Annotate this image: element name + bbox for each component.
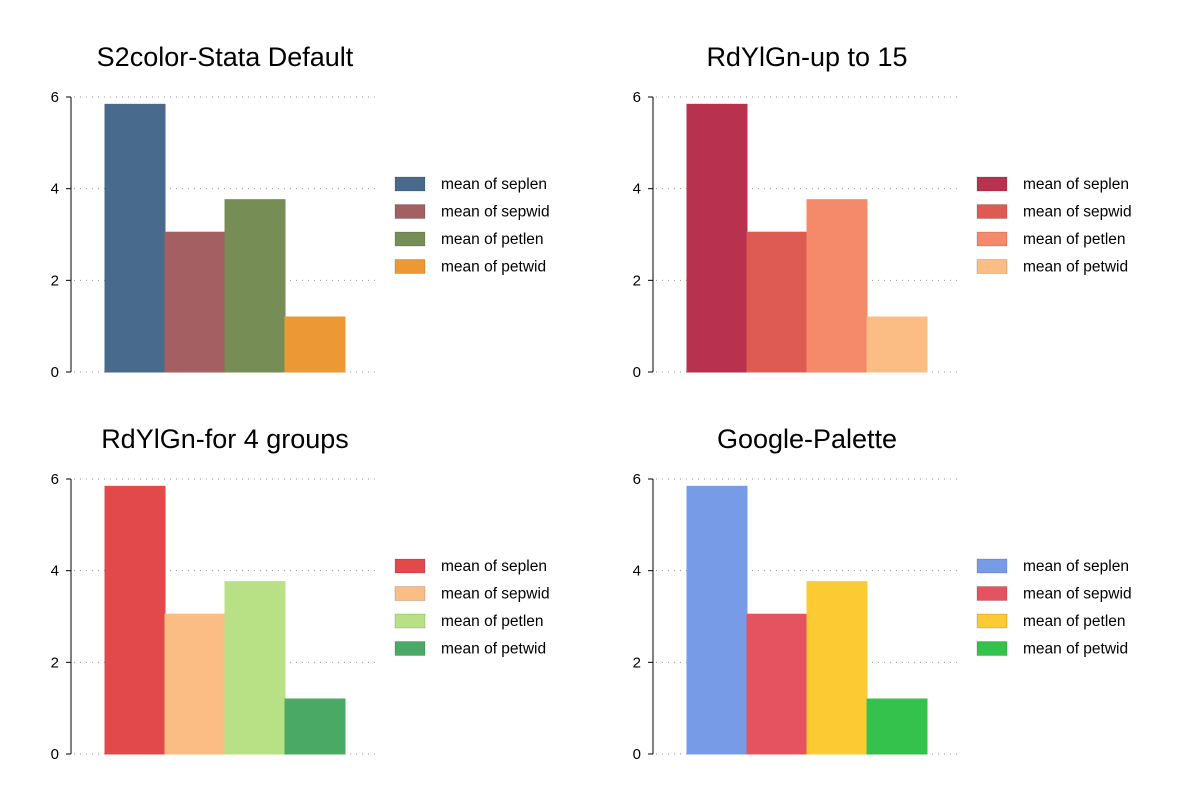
y-tick-label: 2 xyxy=(51,654,59,671)
legend-label: mean of sepwid xyxy=(441,586,550,603)
legend-item: mean of sepwid xyxy=(976,204,1132,221)
legend-label: mean of seplen xyxy=(1023,558,1129,575)
y-tick-label: 0 xyxy=(633,746,641,763)
legend-item: mean of seplen xyxy=(976,176,1129,193)
bar-mean-of-sepwid xyxy=(164,613,226,755)
legend-swatch xyxy=(394,613,426,629)
bar-mean-of-petwid xyxy=(284,316,346,373)
legend-label: mean of sepwid xyxy=(1023,586,1132,603)
bar-mean-of-petwid xyxy=(866,316,928,373)
legend-item: mean of petlen xyxy=(394,231,544,248)
bar-mean-of-petlen xyxy=(806,199,868,373)
bar-mean-of-seplen xyxy=(104,485,166,755)
y-tick-label: 0 xyxy=(633,364,641,381)
legend-swatch xyxy=(976,586,1008,601)
legend-item: mean of sepwid xyxy=(976,586,1132,603)
legend-item: mean of petlen xyxy=(976,231,1126,248)
bar-mean-of-sepwid xyxy=(746,231,808,373)
legend-swatch xyxy=(394,641,426,656)
y-tick-label: 2 xyxy=(633,272,641,289)
chart-panel-3: RdYlGn-for 4 groups 0 2 4 6 mean of seplen mea… xyxy=(51,424,550,763)
legend-label: mean of petwid xyxy=(441,641,546,658)
y-tick-label: 4 xyxy=(51,563,59,580)
bar-mean-of-seplen xyxy=(686,103,748,373)
bar-mean-of-petwid xyxy=(284,698,346,755)
chart-title: RdYlGn-up to 15 xyxy=(706,42,907,72)
y-tick-label: 6 xyxy=(633,89,641,106)
legend-label: mean of petlen xyxy=(1023,231,1126,248)
legend-swatch xyxy=(394,176,426,192)
y-tick-label: 4 xyxy=(51,181,59,198)
legend-label: mean of petwid xyxy=(441,259,546,276)
chart-title: RdYlGn-for 4 groups xyxy=(101,424,349,454)
chart-panel-4: Google-Palette 0 2 4 6 mean of seplen mean of … xyxy=(633,424,1132,763)
y-tick-label: 0 xyxy=(51,364,59,381)
chart-panel-1: S2color-Stata Default 0 2 4 6 mean of seplen m… xyxy=(51,42,550,381)
legend-item: mean of sepwid xyxy=(394,204,550,221)
legend-label: mean of sepwid xyxy=(441,204,550,221)
legend-swatch xyxy=(394,586,426,601)
legend-item: mean of petlen xyxy=(976,613,1126,630)
y-tick-label: 2 xyxy=(51,272,59,289)
legend-item: mean of petwid xyxy=(394,641,546,658)
legend-swatch xyxy=(394,231,426,247)
bar-mean-of-sepwid xyxy=(164,231,226,373)
y-tick-label: 4 xyxy=(633,563,641,580)
legend-swatch xyxy=(976,204,1008,219)
legend-swatch xyxy=(976,231,1008,247)
legend-swatch xyxy=(976,558,1008,574)
legend-item: mean of petwid xyxy=(394,259,546,276)
chart-title: Google-Palette xyxy=(717,424,897,454)
legend-item: mean of petwid xyxy=(976,641,1128,658)
legend-swatch xyxy=(976,259,1008,274)
legend-item: mean of seplen xyxy=(394,176,547,193)
legend-swatch xyxy=(976,613,1008,629)
legend-label: mean of petlen xyxy=(441,613,544,630)
bar-mean-of-petwid xyxy=(866,698,928,755)
y-tick-label: 2 xyxy=(633,654,641,671)
bar-mean-of-seplen xyxy=(104,103,166,373)
y-tick-label: 6 xyxy=(51,89,59,106)
legend-label: mean of petlen xyxy=(441,231,544,248)
bar-mean-of-seplen xyxy=(686,485,748,755)
y-tick-label: 6 xyxy=(51,471,59,488)
legend-item: mean of petlen xyxy=(394,613,544,630)
bar-mean-of-petlen xyxy=(224,581,286,755)
legend-item: mean of petwid xyxy=(976,259,1128,276)
legend-label: mean of seplen xyxy=(441,176,547,193)
chart-panel-2: RdYlGn-up to 15 0 2 4 6 mean of seplen mean of… xyxy=(633,42,1132,381)
y-tick-label: 4 xyxy=(633,181,641,198)
legend-swatch xyxy=(976,176,1008,192)
bar-mean-of-petlen xyxy=(806,581,868,755)
legend-label: mean of sepwid xyxy=(1023,204,1132,221)
legend-label: mean of seplen xyxy=(1023,176,1129,193)
legend-item: mean of seplen xyxy=(976,558,1129,575)
legend-swatch xyxy=(394,259,426,274)
bar-mean-of-sepwid xyxy=(746,613,808,755)
legend-swatch xyxy=(394,204,426,219)
legend-label: mean of seplen xyxy=(441,558,547,575)
chart-title: S2color-Stata Default xyxy=(97,42,354,72)
legend-label: mean of petwid xyxy=(1023,259,1128,276)
legend-item: mean of sepwid xyxy=(394,586,550,603)
legend-swatch xyxy=(394,558,426,574)
legend-swatch xyxy=(976,641,1008,656)
legend-label: mean of petwid xyxy=(1023,641,1128,658)
y-tick-label: 6 xyxy=(633,471,641,488)
bar-mean-of-petlen xyxy=(224,199,286,373)
legend-label: mean of petlen xyxy=(1023,613,1126,630)
y-tick-label: 0 xyxy=(51,746,59,763)
legend-item: mean of seplen xyxy=(394,558,547,575)
